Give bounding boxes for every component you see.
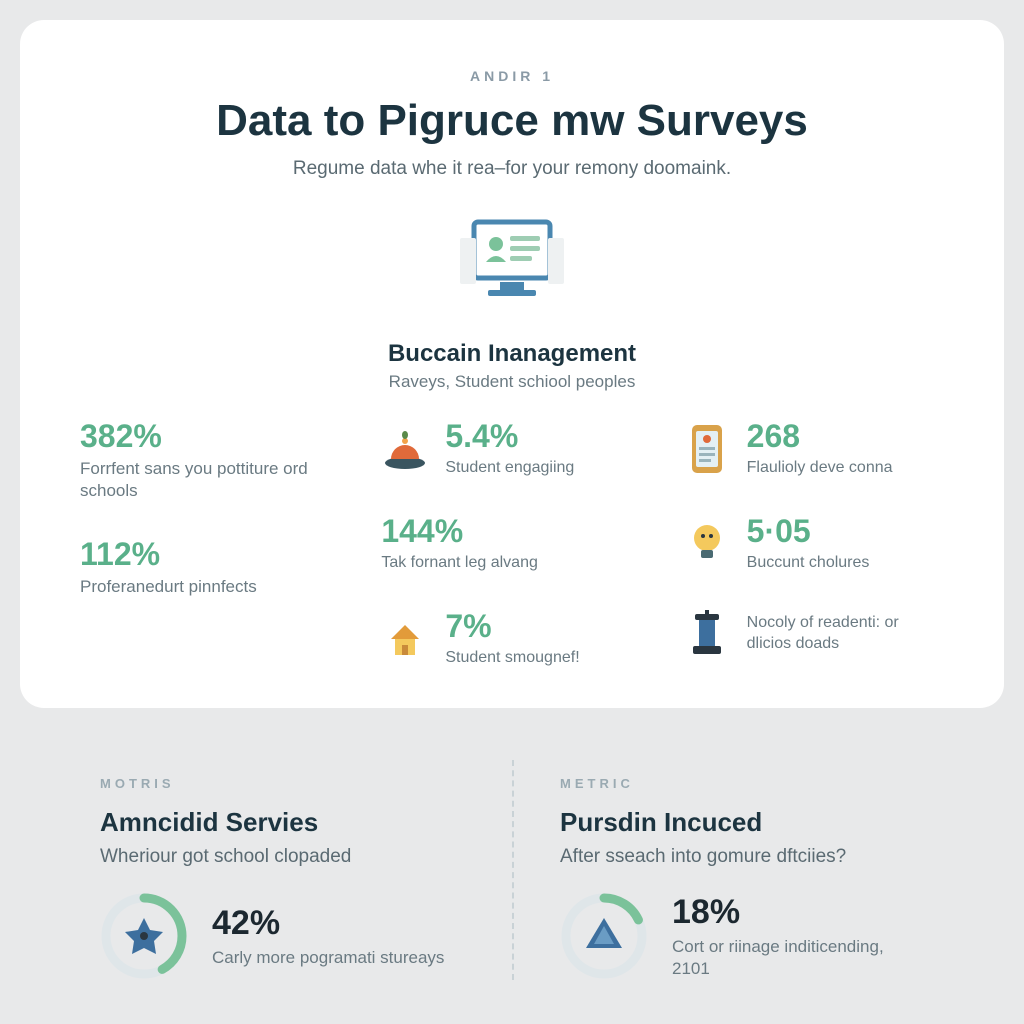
panel-heading: Pursdin Incuced [560,807,924,838]
stat-label: Flaulioly deve conna [747,458,893,479]
stat-value: 268 [747,420,893,452]
stats-col-mid: 5.4% Student engagiing 144% Tak fornant … [381,420,642,668]
spool-icon [683,610,731,658]
stat-item: 268 Flaulioly deve conna [683,420,944,479]
stat-value: 382% [80,420,341,452]
stat-label: Forrfent sans you pottiture ord schools [80,458,341,502]
section-heading: Buccain Inanagement [80,340,944,368]
panel-value: 18% [672,893,924,932]
bulb-icon [683,520,731,568]
eyebrow: ANDIR 1 [80,68,944,84]
stat-label: Student smougnef! [445,648,579,669]
stats-grid: 382% Forrfent sans you pottiture ord sch… [80,420,944,668]
bell-plate-icon [381,425,429,473]
stat-label: Student engagiing [445,458,574,479]
stat-value: 144% [381,515,642,547]
stats-col-left: 382% Forrfent sans you pottiture ord sch… [80,420,341,598]
stat-label: Nocoly of readenti: or dlicios doads [747,613,944,655]
stat-item: 112% Proferanedurt pinnfects [80,538,341,598]
stat-label: Proferanedurt pinnfects [80,576,341,598]
stat-value: 5·05 [747,515,870,547]
stat-label: Tak fornant leg alvang [381,553,642,574]
bottom-panels: MOTRIS Amncidid Servies Wheriour got sch… [20,748,1004,980]
progress-ring-left [100,892,188,980]
stat-label: Buccunt cholures [747,553,870,574]
house-icon [381,615,429,663]
panel-label: Cort or riinage inditicending, 2101 [672,936,924,980]
panel-eyebrow: MOTRIS [100,776,492,791]
progress-ring-right [560,892,648,980]
stat-item: 5.4% Student engagiing [381,420,642,479]
panel-right: METRIC Pursdin Incuced After sseach into… [512,776,944,980]
panel-label: Carly more pogramati stureays [212,947,444,969]
main-card: ANDIR 1 Data to Pigruce mw Surveys Regum… [20,20,1004,708]
stat-value: 7% [445,610,579,642]
section-sub: Raveys, Student schiool peoples [80,372,944,392]
panel-desc: Wheriour got school clopaded [100,846,492,868]
stat-item: Nocoly of readenti: or dlicios doads [683,610,944,658]
panel-desc: After sseach into gomure dftciies? [560,846,924,868]
phone-list-icon [683,425,731,473]
subtitle: Regume data whe it rea–for your remony d… [80,158,944,180]
page-title: Data to Pigruce mw Surveys [80,96,944,146]
stat-item: 7% Student smougnef! [381,610,642,669]
monitor-profile-icon [452,216,572,312]
panel-eyebrow: METRIC [560,776,924,791]
stats-col-right: 268 Flaulioly deve conna [683,420,944,658]
stat-value: 5.4% [445,420,574,452]
stat-item: 5·05 Buccunt cholures [683,515,944,574]
stat-item: 144% Tak fornant leg alvang [381,515,642,574]
stat-item: 382% Forrfent sans you pottiture ord sch… [80,420,341,502]
stat-value: 112% [80,538,341,570]
hero-icon-wrap [80,216,944,312]
panel-value: 42% [212,904,444,943]
panel-heading: Amncidid Servies [100,807,492,838]
panel-left: MOTRIS Amncidid Servies Wheriour got sch… [80,776,512,980]
